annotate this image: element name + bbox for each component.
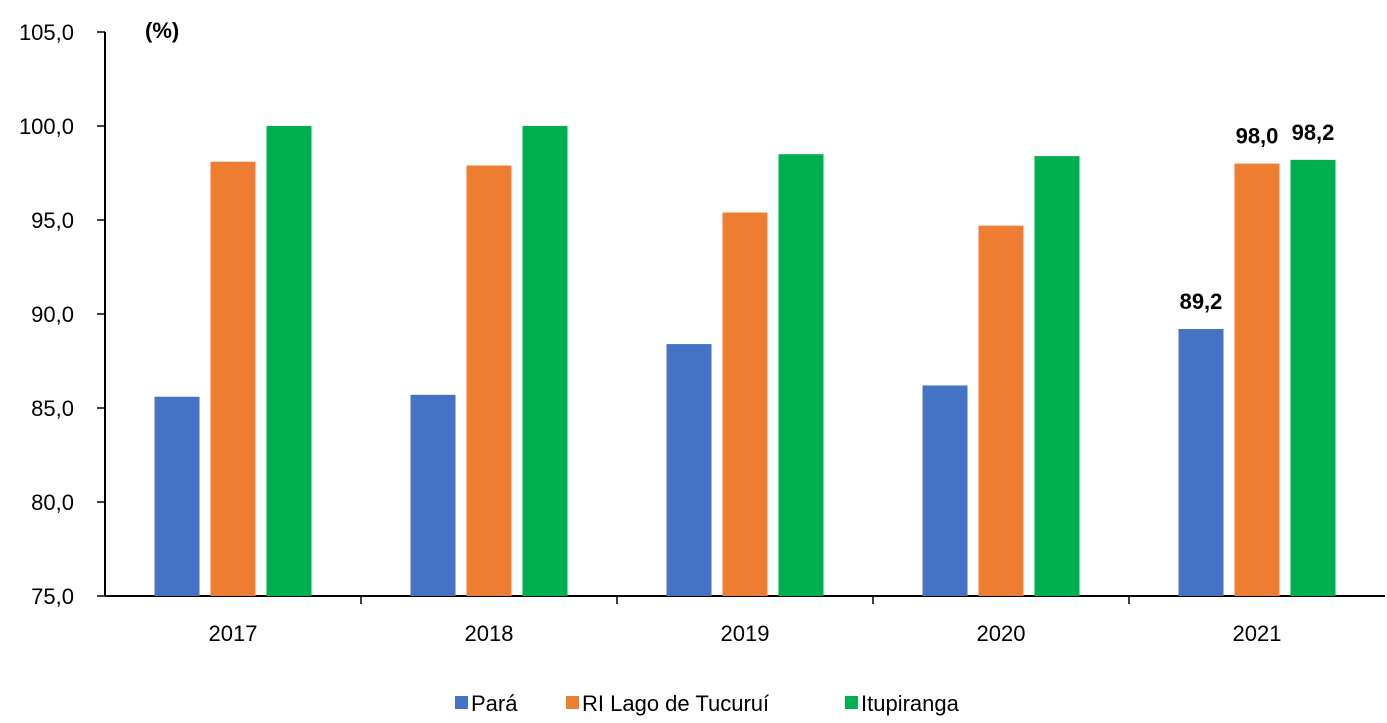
bar — [666, 344, 712, 596]
legend-label: RI Lago de Tucuruí — [582, 691, 769, 716]
legend-swatch — [566, 696, 579, 709]
bar — [1234, 163, 1280, 596]
y-tick-label: 95,0 — [31, 208, 74, 233]
y-axis: 75,0 80,0 85,0 90,0 95,0 100,0 105,0 — [19, 20, 106, 609]
x-tick-label: 2021 — [1233, 621, 1282, 646]
legend-swatch — [455, 696, 468, 709]
x-tick-label: 2017 — [209, 621, 258, 646]
bar — [1290, 159, 1336, 596]
data-label: 98,0 — [1236, 124, 1279, 149]
legend-label: Itupiranga — [861, 691, 960, 716]
bar — [154, 396, 200, 596]
x-tick-label: 2020 — [977, 621, 1026, 646]
legend-label: Pará — [471, 691, 518, 716]
bar — [978, 225, 1024, 596]
bar — [1178, 329, 1224, 596]
data-label: 98,2 — [1292, 120, 1335, 145]
x-tick-label: 2018 — [465, 621, 514, 646]
bar — [922, 385, 968, 596]
legend: Pará RI Lago de Tucuruí Itupiranga — [455, 691, 960, 716]
bar — [466, 165, 512, 597]
y-tick-label: 75,0 — [31, 584, 74, 609]
data-label: 89,2 — [1180, 289, 1223, 314]
bar — [522, 126, 568, 596]
y-tick-label: 90,0 — [31, 302, 74, 327]
y-tick-label: 105,0 — [19, 20, 74, 45]
bar — [410, 394, 456, 596]
y-tick-label: 100,0 — [19, 114, 74, 139]
legend-swatch — [845, 696, 858, 709]
bar — [778, 154, 824, 596]
bar — [210, 161, 256, 596]
bar — [266, 126, 312, 596]
bar — [722, 212, 768, 597]
unit-label: (%) — [145, 18, 179, 43]
data-labels: 89,2 98,0 98,2 — [1180, 120, 1335, 314]
bars — [154, 126, 1336, 597]
y-tick-label: 85,0 — [31, 396, 74, 421]
bar — [1034, 156, 1080, 596]
y-tick-label: 80,0 — [31, 490, 74, 515]
x-axis: 2017 2018 2019 2020 2021 — [105, 595, 1385, 646]
x-tick-label: 2019 — [721, 621, 770, 646]
